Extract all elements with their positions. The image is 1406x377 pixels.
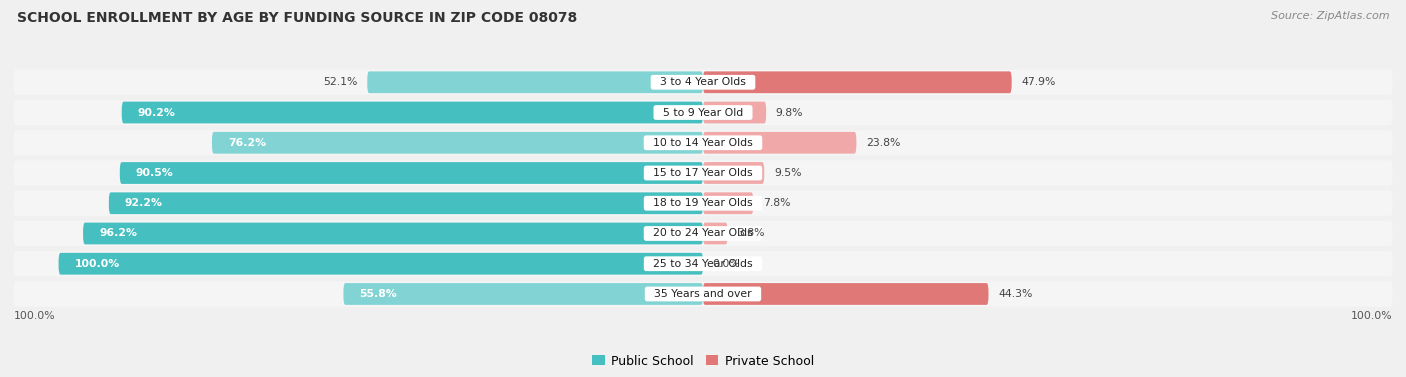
Legend: Public School, Private School: Public School, Private School: [592, 354, 814, 368]
FancyBboxPatch shape: [120, 162, 703, 184]
Text: 92.2%: 92.2%: [125, 198, 163, 208]
Text: 15 to 17 Year Olds: 15 to 17 Year Olds: [647, 168, 759, 178]
Text: 25 to 34 Year Olds: 25 to 34 Year Olds: [647, 259, 759, 269]
Text: 100.0%: 100.0%: [14, 311, 55, 321]
Text: 44.3%: 44.3%: [998, 289, 1032, 299]
FancyBboxPatch shape: [703, 162, 765, 184]
FancyBboxPatch shape: [14, 100, 1392, 125]
FancyBboxPatch shape: [367, 71, 703, 93]
FancyBboxPatch shape: [703, 222, 727, 244]
Text: 5 to 9 Year Old: 5 to 9 Year Old: [655, 107, 751, 118]
FancyBboxPatch shape: [108, 192, 703, 214]
FancyBboxPatch shape: [14, 130, 1392, 155]
Text: 90.5%: 90.5%: [136, 168, 174, 178]
Text: 3.8%: 3.8%: [737, 228, 765, 239]
FancyBboxPatch shape: [703, 192, 754, 214]
Text: 90.2%: 90.2%: [138, 107, 176, 118]
Text: 3 to 4 Year Olds: 3 to 4 Year Olds: [652, 77, 754, 87]
Text: 0.0%: 0.0%: [713, 259, 741, 269]
FancyBboxPatch shape: [122, 102, 703, 123]
FancyBboxPatch shape: [14, 251, 1392, 276]
Text: 23.8%: 23.8%: [866, 138, 900, 148]
Text: SCHOOL ENROLLMENT BY AGE BY FUNDING SOURCE IN ZIP CODE 08078: SCHOOL ENROLLMENT BY AGE BY FUNDING SOUR…: [17, 11, 576, 25]
FancyBboxPatch shape: [703, 102, 766, 123]
Text: 10 to 14 Year Olds: 10 to 14 Year Olds: [647, 138, 759, 148]
FancyBboxPatch shape: [14, 221, 1392, 246]
FancyBboxPatch shape: [212, 132, 703, 154]
Text: 100.0%: 100.0%: [1351, 311, 1392, 321]
Text: 9.8%: 9.8%: [776, 107, 803, 118]
Text: 76.2%: 76.2%: [228, 138, 266, 148]
FancyBboxPatch shape: [703, 71, 1012, 93]
Text: 35 Years and over: 35 Years and over: [647, 289, 759, 299]
FancyBboxPatch shape: [14, 190, 1392, 216]
Text: 18 to 19 Year Olds: 18 to 19 Year Olds: [647, 198, 759, 208]
FancyBboxPatch shape: [703, 283, 988, 305]
FancyBboxPatch shape: [83, 222, 703, 244]
FancyBboxPatch shape: [703, 132, 856, 154]
Text: 96.2%: 96.2%: [100, 228, 138, 239]
Text: Source: ZipAtlas.com: Source: ZipAtlas.com: [1271, 11, 1389, 21]
Text: 7.8%: 7.8%: [763, 198, 790, 208]
Text: 52.1%: 52.1%: [323, 77, 357, 87]
Text: 47.9%: 47.9%: [1021, 77, 1056, 87]
Text: 55.8%: 55.8%: [360, 289, 398, 299]
Text: 100.0%: 100.0%: [75, 259, 120, 269]
FancyBboxPatch shape: [14, 160, 1392, 186]
Text: 9.5%: 9.5%: [773, 168, 801, 178]
FancyBboxPatch shape: [59, 253, 703, 274]
FancyBboxPatch shape: [14, 281, 1392, 307]
Text: 20 to 24 Year Olds: 20 to 24 Year Olds: [647, 228, 759, 239]
FancyBboxPatch shape: [343, 283, 703, 305]
FancyBboxPatch shape: [14, 70, 1392, 95]
